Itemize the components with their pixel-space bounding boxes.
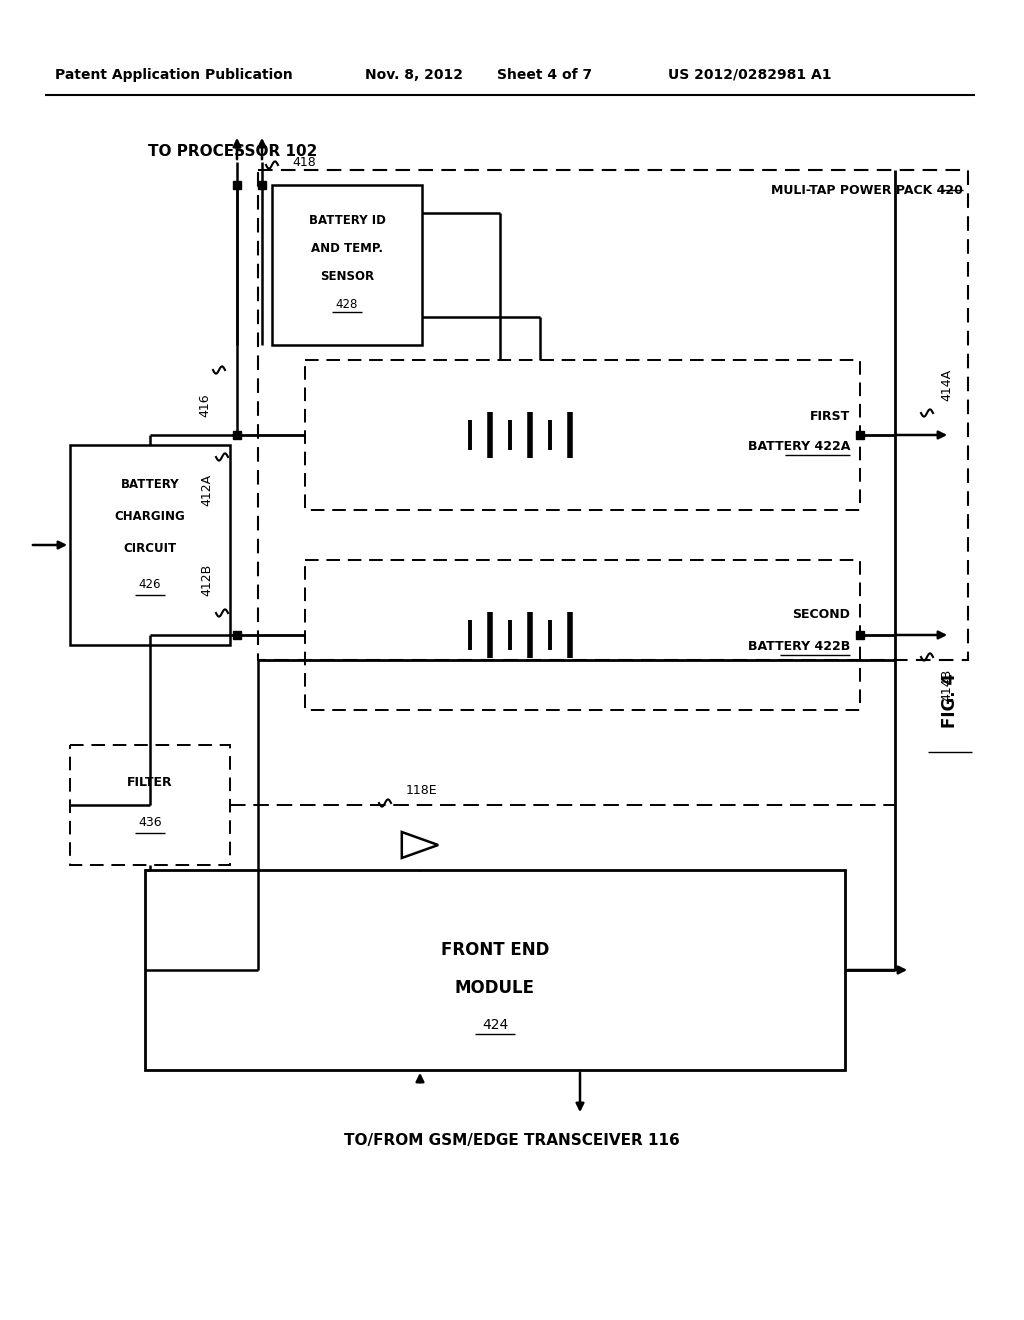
Bar — [258, 170, 968, 660]
Text: US 2012/0282981 A1: US 2012/0282981 A1 — [668, 69, 831, 82]
Text: CHARGING: CHARGING — [115, 511, 185, 524]
Text: Sheet 4 of 7: Sheet 4 of 7 — [497, 69, 592, 82]
Text: FIRST: FIRST — [810, 411, 850, 424]
Text: MODULE: MODULE — [455, 979, 535, 997]
Text: FRONT END: FRONT END — [440, 941, 549, 960]
Text: FILTER: FILTER — [127, 776, 173, 789]
Text: 412B: 412B — [201, 564, 213, 597]
Text: 418: 418 — [292, 157, 315, 169]
Text: TO PROCESSOR 102: TO PROCESSOR 102 — [148, 144, 317, 160]
Text: Nov. 8, 2012: Nov. 8, 2012 — [365, 69, 463, 82]
Text: TO/FROM GSM/EDGE TRANSCEIVER 116: TO/FROM GSM/EDGE TRANSCEIVER 116 — [344, 1133, 680, 1147]
Text: CIRCUIT: CIRCUIT — [124, 543, 176, 556]
Text: 416: 416 — [199, 393, 212, 417]
Text: BATTERY: BATTERY — [121, 479, 179, 491]
Bar — [305, 360, 860, 510]
Text: 414A: 414A — [940, 368, 953, 401]
Bar — [70, 445, 230, 645]
Text: 426: 426 — [138, 578, 161, 591]
Text: 414B: 414B — [940, 669, 953, 701]
Text: BATTERY 422A: BATTERY 422A — [748, 441, 850, 454]
Text: FIG. 4: FIG. 4 — [941, 672, 959, 727]
Text: 428: 428 — [336, 297, 358, 310]
Bar — [145, 870, 845, 1071]
Text: 424: 424 — [482, 1018, 508, 1032]
Text: AND TEMP.: AND TEMP. — [311, 242, 383, 255]
Bar — [305, 560, 860, 710]
Text: 118E: 118E — [406, 784, 437, 796]
Bar — [70, 744, 230, 865]
Text: SENSOR: SENSOR — [319, 269, 374, 282]
Text: BATTERY 422B: BATTERY 422B — [748, 640, 850, 653]
Text: SECOND: SECOND — [793, 609, 850, 622]
Text: MULI-TAP POWER PACK 420: MULI-TAP POWER PACK 420 — [771, 183, 963, 197]
Text: 412A: 412A — [201, 474, 213, 506]
Text: BATTERY ID: BATTERY ID — [308, 214, 385, 227]
Bar — [272, 185, 422, 345]
Text: 436: 436 — [138, 817, 162, 829]
Text: Patent Application Publication: Patent Application Publication — [55, 69, 293, 82]
